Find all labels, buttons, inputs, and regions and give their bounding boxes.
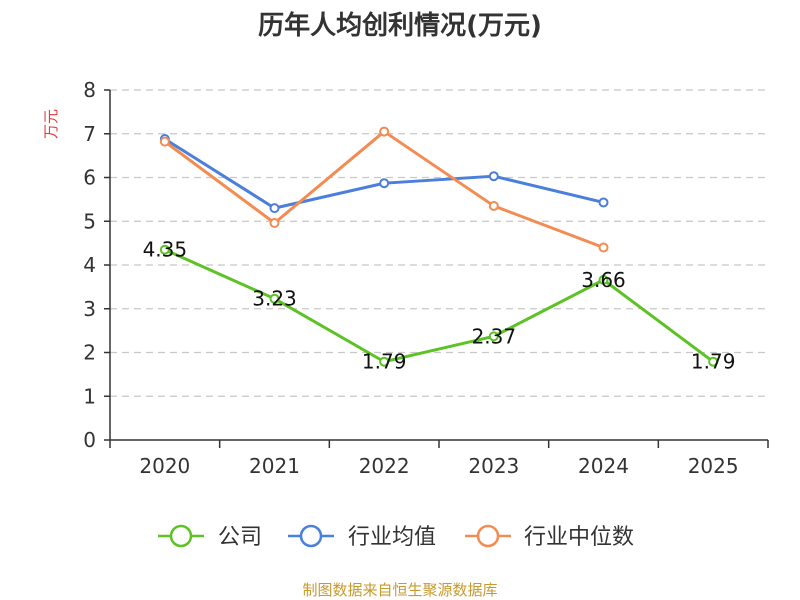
legend-item[interactable]: 行业中位数: [465, 524, 634, 550]
source-note: 制图数据来自恒生聚源数据库: [302, 581, 497, 599]
legend-item[interactable]: 行业均值: [288, 524, 436, 550]
data-point[interactable]: [269, 218, 280, 228]
data-point[interactable]: [269, 293, 280, 304]
data-label: 3.23: [252, 287, 297, 311]
x-tick-label: 2025: [688, 454, 739, 478]
x-tick-label: 2024: [578, 454, 629, 478]
y-tick-label: 7: [83, 122, 96, 146]
data-point[interactable]: [488, 331, 499, 342]
data-point[interactable]: [488, 200, 499, 211]
grid-lines: [110, 89, 768, 397]
legend-label: 行业中位数: [524, 525, 634, 550]
data-point[interactable]: [598, 274, 609, 285]
x-tick-label: 2021: [249, 454, 300, 478]
data-point[interactable]: [708, 356, 719, 367]
chart-title: 历年人均创利情况(万元): [258, 10, 542, 41]
y-tick-label: 3: [83, 297, 96, 321]
x-tick-label: 2022: [359, 454, 410, 478]
data-point[interactable]: [379, 356, 390, 367]
data-point[interactable]: [488, 171, 499, 182]
y-tick-label: 2: [83, 341, 96, 365]
data-point[interactable]: [379, 178, 390, 189]
series-line: [164, 137, 604, 210]
data-point[interactable]: [159, 244, 170, 255]
y-tick-label: 1: [83, 384, 96, 408]
series-lines: [159, 126, 719, 367]
data-point[interactable]: [598, 242, 609, 253]
series-line: [164, 248, 715, 364]
y-tick-label: 6: [83, 166, 96, 190]
y-axis-label: 万元: [42, 109, 60, 139]
data-label: 2.37: [472, 324, 517, 348]
legend-label: 行业均值: [348, 525, 436, 550]
y-tick-label: 0: [83, 428, 96, 452]
x-tick-label: 2023: [468, 454, 519, 478]
legend-marker: [476, 524, 500, 548]
legend[interactable]: 公司 行业均值 行业中位数: [158, 524, 634, 550]
legend-marker: [299, 524, 323, 548]
y-tick-label: 4: [83, 253, 96, 277]
y-tick-label: 8: [83, 78, 96, 102]
data-label: 1.79: [691, 350, 736, 374]
data-label: 4.35: [143, 238, 188, 262]
data-point[interactable]: [598, 197, 609, 208]
series-line: [163, 130, 605, 249]
axes: 0 1 2 3 4 5 6 7 8 2020 2021 2022 2023 2024 2025: [83, 78, 769, 478]
data-label: 1.79: [362, 350, 407, 374]
legend-label: 公司: [218, 525, 262, 550]
legend-marker: [169, 524, 193, 548]
data-point[interactable]: [159, 136, 170, 147]
x-tick-label: 2020: [139, 454, 190, 478]
data-label: 3.66: [581, 268, 626, 292]
data-labels: 4.35 3.23 1.79 2.37 3.66 1.79: [143, 238, 736, 374]
data-point[interactable]: [379, 126, 390, 137]
y-tick-label: 5: [83, 209, 96, 233]
legend-item[interactable]: 公司: [158, 524, 262, 550]
data-point[interactable]: [269, 203, 280, 214]
